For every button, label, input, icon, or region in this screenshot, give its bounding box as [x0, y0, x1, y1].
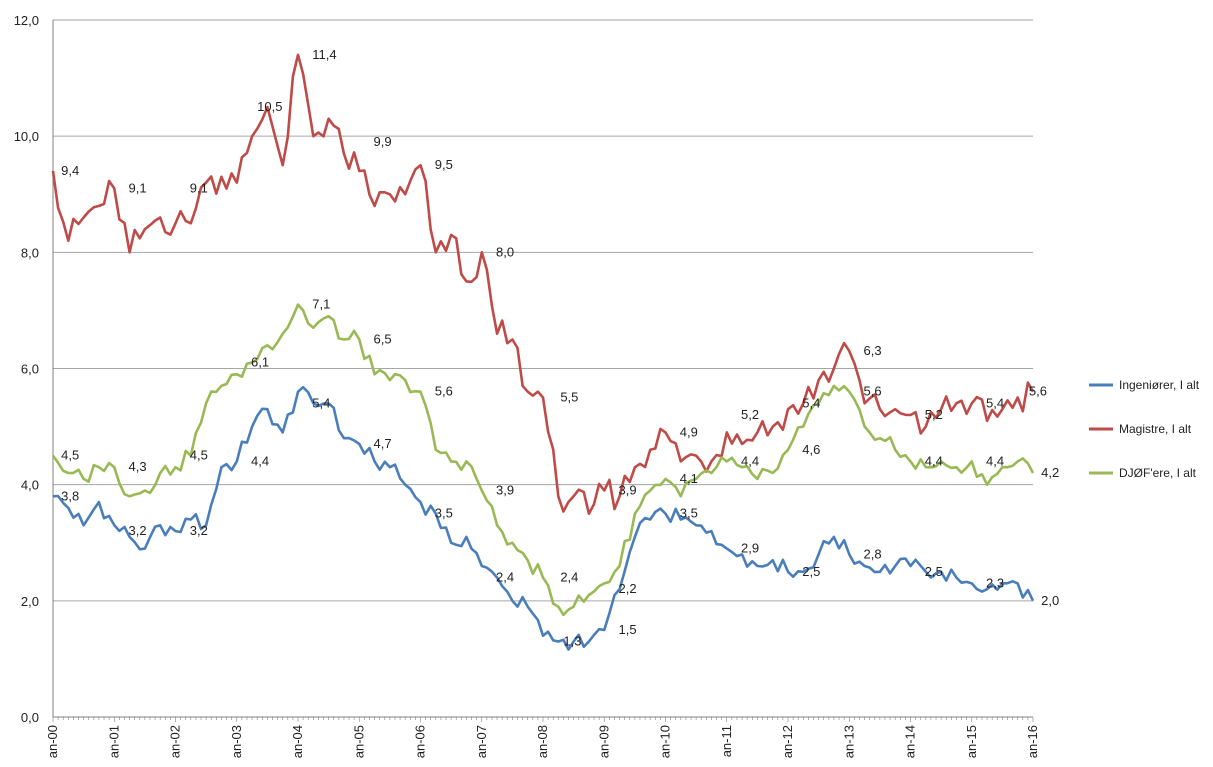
data-label: 4,6: [802, 442, 820, 457]
data-label: 4,7: [374, 436, 392, 451]
x-tick-label: an-00: [45, 725, 60, 758]
data-label: 3,5: [435, 506, 453, 521]
y-tick-label: 4,0: [21, 478, 39, 493]
data-label: 3,2: [190, 523, 208, 538]
data-label: 4,4: [741, 453, 759, 468]
data-label: 5,4: [802, 395, 820, 410]
data-label: 2,5: [802, 564, 820, 579]
legend-label: Ingeniører, I alt: [1119, 378, 1200, 392]
series-layer: [51, 53, 1035, 651]
x-tick-label: an-16: [1025, 725, 1040, 758]
data-label: 5,2: [925, 407, 943, 422]
x-tick-label: an-01: [106, 725, 121, 758]
data-label: 8,0: [496, 244, 514, 259]
data-label: 4,9: [680, 424, 698, 439]
data-label: 1,5: [619, 622, 637, 637]
axis-layer: 0,0 2,0 4,0 6,0 8,0 10,0 12,0 an-00 an-01 an-02 an…: [14, 13, 1040, 758]
data-label: 7,1: [312, 297, 330, 312]
y-tick-label: 8,0: [21, 245, 39, 260]
data-label: 4,5: [190, 448, 208, 463]
data-label: 2,4: [560, 570, 578, 585]
y-tick-label: 12,0: [14, 13, 39, 28]
data-label: 11,4: [312, 47, 336, 62]
data-label: 9,1: [129, 180, 147, 195]
x-tick-label: an-02: [168, 725, 183, 758]
data-label: 4,3: [129, 459, 147, 474]
data-label: 2,3: [986, 575, 1004, 590]
y-tick-label: 10,0: [14, 129, 39, 144]
data-label: 3,5: [680, 506, 698, 521]
data-label: 3,9: [619, 482, 637, 497]
legend: Ingeniører, I alt Magistre, I alt DJØF'ere…: [1089, 378, 1200, 480]
x-tick-label: an-03: [229, 725, 244, 758]
data-label: 10,5: [257, 99, 282, 114]
y-tick-label: 2,0: [21, 594, 39, 609]
data-label: 9,5: [435, 157, 453, 172]
data-label: 4,4: [251, 453, 269, 468]
data-label: 5,6: [1029, 384, 1047, 399]
data-label: 5,4: [312, 395, 330, 410]
x-tick-label: an-05: [351, 725, 366, 758]
data-label: 6,5: [374, 331, 392, 346]
data-label: 9,1: [190, 180, 208, 195]
data-label: 5,2: [741, 407, 759, 422]
x-tick-label: an-12: [780, 725, 795, 758]
data-label: 5,5: [560, 390, 578, 405]
x-tick-label: an-04: [290, 725, 305, 758]
y-tick-label: 0,0: [21, 710, 39, 725]
data-label: 2,4: [496, 570, 514, 585]
data-label: 3,2: [129, 523, 147, 538]
data-label: 4,2: [1041, 465, 1059, 480]
data-label: 4,1: [680, 471, 698, 486]
data-label: 5,6: [435, 384, 453, 399]
x-tick-label: an-13: [841, 725, 856, 758]
x-tick-label: an-11: [719, 725, 734, 757]
legend-label: DJØF'ere, I alt: [1119, 466, 1197, 480]
data-label: 5,4: [986, 395, 1004, 410]
legend-label: Magistre, I alt: [1119, 422, 1192, 436]
data-label: 3,9: [496, 482, 514, 497]
data-label: 2,9: [741, 541, 759, 556]
data-label: 2,0: [1041, 593, 1059, 608]
x-tick-label: an-09: [596, 725, 611, 758]
data-label: 5,6: [864, 384, 882, 399]
data-label-layer: 9,4 9,1 9,1 10,5 11,4 9,9 9,5 8,0 5,5 3,9 4,9 5,2 5,…: [61, 47, 1059, 649]
data-label: 6,3: [864, 343, 882, 358]
series-line-2: [51, 303, 1035, 617]
x-tick-label: an-07: [474, 725, 489, 758]
series-line-0: [52, 385, 1035, 651]
data-label: 4,4: [925, 453, 943, 468]
x-tick-label: an-08: [535, 725, 550, 758]
data-label: 2,2: [619, 581, 637, 596]
x-tick-label: an-15: [964, 725, 979, 758]
data-label: 9,9: [374, 134, 392, 149]
data-label: 6,1: [251, 355, 269, 370]
y-tick-label: 6,0: [21, 362, 39, 377]
data-label: 2,8: [864, 546, 882, 561]
grid-layer: [53, 19, 1033, 602]
data-label: 4,4: [986, 453, 1004, 468]
x-tick-label: an-14: [903, 725, 918, 758]
x-tick-label: an-10: [658, 725, 673, 758]
data-label: 3,8: [61, 488, 79, 503]
data-label: 2,5: [925, 564, 943, 579]
data-label: 4,5: [61, 448, 79, 463]
x-tick-label: an-06: [413, 725, 428, 758]
data-label: 9,4: [61, 163, 79, 178]
series-line-1: [51, 53, 1035, 515]
data-label: 1,3: [563, 633, 581, 648]
